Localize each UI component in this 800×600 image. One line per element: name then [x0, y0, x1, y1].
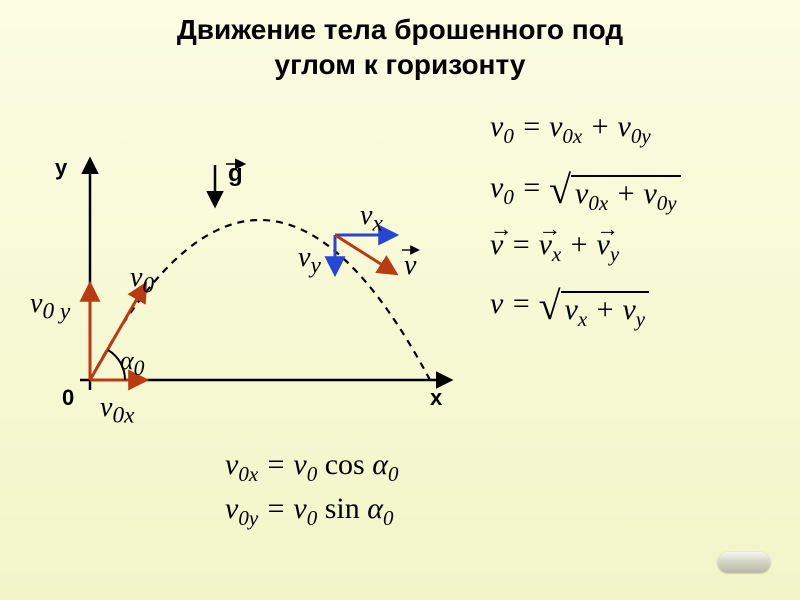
eq-v0y: v0y = v0 sin α0 — [225, 492, 394, 531]
v-vector — [335, 235, 395, 273]
g-label: g — [228, 160, 243, 188]
vx-label: vx — [360, 200, 383, 238]
eq-v0-components: v0 = v0x + v0y — [490, 110, 651, 149]
origin-label: 0 — [62, 385, 74, 411]
title-line2: углом к горизонту — [275, 49, 526, 80]
y-axis-label: y — [55, 155, 67, 181]
eq-v-components: v = vx + vy — [490, 228, 619, 267]
title-line1: Движение тела брошенного под — [177, 14, 623, 45]
eq-v0x: v0x = v0 cos α0 — [225, 448, 398, 487]
x-axis-label: x — [430, 385, 442, 411]
v0-label: v0 — [130, 262, 154, 300]
angle-label: α0 — [120, 346, 144, 381]
projectile-diagram — [30, 150, 460, 430]
vy-label: vy — [298, 242, 321, 280]
next-slide-button[interactable] — [718, 552, 770, 572]
v0x-label: v0x — [100, 392, 134, 430]
eq-v-magnitude: v = √vx + vy — [490, 282, 649, 330]
page-title: Движение тела брошенного под углом к гор… — [0, 12, 800, 82]
v-label: v — [404, 250, 416, 282]
v0y-label: v0 y — [30, 288, 70, 326]
eq-v0-magnitude: v0 = √v0x + v0y — [490, 166, 681, 214]
